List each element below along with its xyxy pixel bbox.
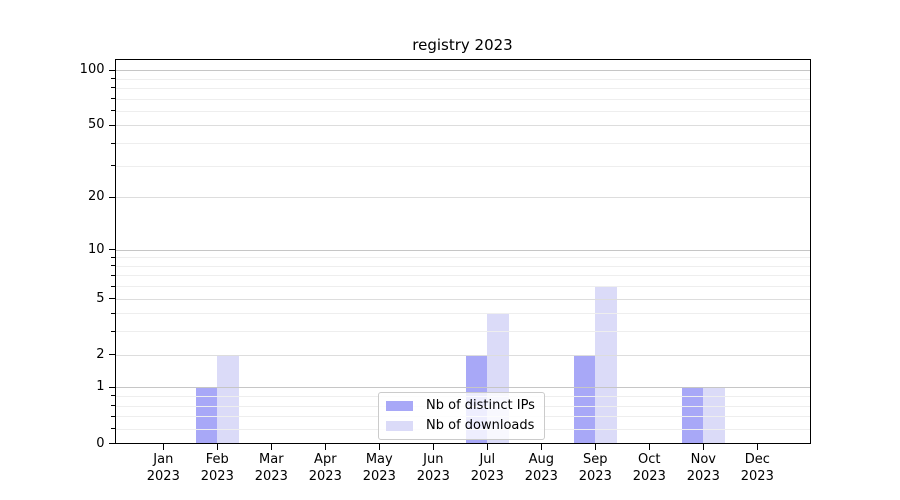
x-axis-tick [432, 443, 434, 450]
y-axis-tick [108, 297, 115, 300]
y-gridline-major [114, 197, 811, 199]
y-axis-minor-tick [111, 98, 115, 100]
x-axis-tick-label: Oct 2023 [632, 452, 666, 484]
bar-downloads-feb [217, 354, 239, 444]
legend-label-downloads: Nb of downloads [426, 417, 535, 433]
y-gridline-major [114, 298, 811, 300]
legend: Nb of distinct IPs Nb of downloads [378, 391, 545, 440]
y-gridline-minor [114, 286, 811, 288]
legend-swatch-downloads [386, 420, 413, 431]
y-gridline-minor [114, 257, 811, 259]
y-axis-minor-tick [111, 165, 115, 167]
y-axis-tick [108, 354, 115, 356]
x-axis-tick [162, 443, 164, 450]
y-axis-minor-tick [111, 256, 115, 258]
y-axis-minor-tick [111, 405, 115, 406]
y-gridline-major [114, 387, 811, 389]
y-axis-minor-tick [111, 312, 115, 314]
bar-distinct-ips-sep [573, 354, 596, 444]
y-gridline-minor [114, 265, 811, 267]
x-axis-tick-label: Jan 2023 [146, 452, 180, 484]
x-axis-tick-label: Dec 2023 [740, 452, 774, 484]
x-axis-tick [270, 443, 272, 450]
x-axis-tick [324, 443, 326, 450]
x-axis-tick-label: Mar 2023 [254, 452, 288, 484]
y-axis-tick-label: 0 [96, 435, 105, 451]
y-axis-tick-label: 100 [79, 62, 105, 78]
y-gridline-minor [114, 110, 811, 112]
y-axis-tick-label: 1 [96, 379, 105, 395]
x-axis-tick-label: Jun 2023 [416, 452, 450, 484]
bar-downloads-sep [595, 286, 617, 444]
y-axis-tick-label: 20 [87, 189, 105, 205]
y-gridline-minor [114, 87, 811, 89]
y-axis-tick [108, 124, 115, 126]
y-axis-tick [108, 196, 115, 198]
x-axis-tick-label: Aug 2023 [524, 452, 558, 484]
y-axis-tick [108, 69, 115, 71]
y-axis-minor-tick [111, 274, 115, 276]
legend-label-distinct-ips: Nb of distinct IPs [426, 397, 535, 413]
x-axis-tick [216, 443, 218, 450]
y-axis-minor-tick [111, 415, 115, 417]
x-axis-tick-label: Apr 2023 [308, 452, 342, 484]
legend-entry-distinct-ips: Nb of distinct IPs [386, 398, 544, 414]
plot-area [114, 59, 811, 444]
y-axis-tick-label: 5 [96, 290, 105, 306]
y-axis-tick [108, 386, 115, 388]
y-gridline-minor [114, 98, 811, 100]
x-axis-tick [648, 443, 650, 450]
x-axis-tick-label: May 2023 [362, 452, 396, 484]
y-gridline-minor [114, 331, 811, 333]
y-gridline-minor [114, 78, 811, 80]
x-axis-tick [486, 443, 488, 450]
x-axis-tick [594, 443, 596, 450]
x-axis-tick [540, 443, 542, 450]
y-axis-tick [108, 248, 115, 251]
y-axis-tick-label: 2 [96, 346, 105, 362]
x-axis-tick-label: Nov 2023 [686, 452, 720, 484]
y-axis-minor-tick [111, 265, 115, 267]
y-axis-minor-tick [111, 330, 115, 332]
y-axis-minor-tick [111, 428, 115, 430]
legend-entry-downloads: Nb of downloads [386, 418, 544, 434]
y-axis-minor-tick [111, 78, 115, 79]
y-axis-tick [108, 442, 115, 445]
x-axis-tick-label: Feb 2023 [200, 452, 234, 484]
y-axis-minor-tick [111, 87, 115, 89]
legend-swatch-distinct-ips [386, 400, 413, 411]
y-axis-minor-tick [111, 285, 115, 287]
y-gridline-minor [114, 143, 811, 144]
x-axis-tick-label: Jul 2023 [470, 452, 504, 484]
y-axis-tick-label: 10 [87, 241, 105, 257]
chart-title: registry 2023 [412, 36, 513, 54]
y-axis-tick-label: 50 [87, 117, 105, 133]
x-axis-tick [378, 443, 380, 450]
x-axis-tick [702, 443, 704, 450]
y-gridline-major [114, 249, 811, 251]
y-gridline-minor [114, 313, 811, 315]
y-gridline-minor [114, 275, 811, 277]
y-gridline-minor [114, 165, 811, 167]
x-axis-tick [756, 443, 758, 450]
y-axis-minor-tick [111, 395, 115, 397]
y-axis-minor-tick [111, 142, 115, 144]
x-axis-tick-label: Sep 2023 [578, 452, 612, 484]
y-axis-minor-tick [111, 110, 115, 112]
y-gridline-major [114, 354, 811, 356]
y-gridline-major [114, 70, 811, 72]
y-gridline-major [114, 125, 811, 127]
